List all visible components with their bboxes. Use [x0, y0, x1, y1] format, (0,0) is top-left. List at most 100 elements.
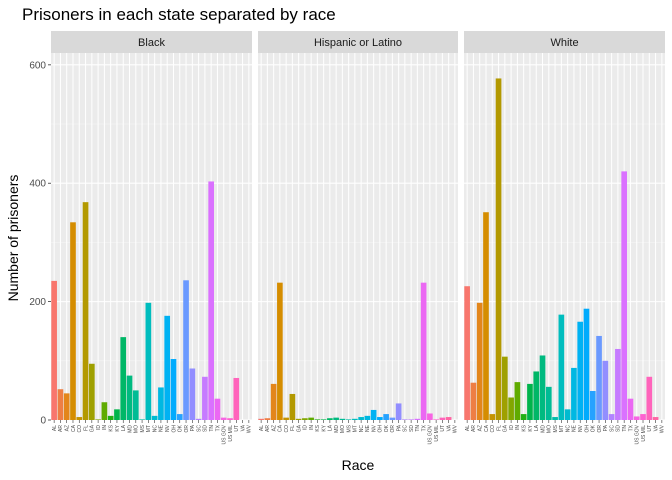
x-tick-label: MD — [334, 425, 340, 433]
bar-black-ms — [139, 419, 145, 420]
x-tick-label: TN — [622, 425, 628, 432]
bar-black-tx — [214, 398, 221, 420]
bar-white-oh — [583, 308, 590, 420]
bar-black-ga — [89, 363, 95, 420]
x-tick-label: NC — [565, 425, 571, 433]
bar-hispanic-or-latino-ut — [439, 417, 446, 420]
x-tick-label: TX — [421, 424, 427, 431]
bar-hispanic-or-latino-tx — [420, 282, 427, 420]
y-tick-label: 200 — [29, 297, 46, 308]
bar-hispanic-or-latino-ks — [314, 419, 321, 420]
bar-hispanic-or-latino-fl — [289, 393, 296, 420]
x-tick-label: FL — [496, 425, 502, 431]
bar-black-mt — [145, 302, 152, 420]
x-tick-label: VA — [240, 424, 246, 431]
bar-white-in — [514, 382, 521, 420]
bar-white-us-gov — [633, 416, 640, 420]
x-tick-label: NE — [572, 424, 578, 432]
x-tick-label: LA — [328, 424, 334, 431]
x-tick-label: FL — [290, 425, 296, 431]
bar-white-sc — [608, 414, 615, 420]
x-tick-label: CA — [484, 424, 490, 432]
bar-black-us-gov — [220, 417, 227, 420]
bar-white-mt — [558, 314, 565, 420]
x-tick-label: SD — [409, 425, 415, 432]
bar-hispanic-or-latino-nc — [358, 417, 364, 420]
x-tick-label: FL — [83, 425, 89, 431]
x-tick-label: AR — [471, 425, 477, 432]
x-tick-label: AL — [465, 425, 471, 431]
x-tick-label: NV — [165, 424, 171, 432]
x-tick-label: US MIL — [641, 425, 647, 442]
x-tick-label: AZ — [478, 425, 484, 431]
y-tick-label: 400 — [29, 179, 46, 190]
facet-strip-label: Black — [138, 37, 165, 49]
x-tick-label: US GOV — [222, 424, 228, 444]
bar-black-al — [51, 280, 57, 420]
bar-white-sd — [615, 348, 621, 420]
x-tick-label: MO — [340, 425, 346, 433]
x-tick-label: OH — [171, 425, 177, 433]
bar-black-ar — [57, 389, 64, 420]
x-tick-label: AZ — [271, 425, 277, 431]
bar-white-ky — [527, 383, 533, 420]
x-tick-label: UT — [647, 425, 653, 432]
x-tick-label: NV — [578, 424, 584, 432]
bar-hispanic-or-latino-ne — [364, 415, 371, 420]
x-tick-label: US MIL — [434, 425, 440, 442]
x-tick-label: AL — [52, 425, 58, 431]
facet-strip-label: White — [550, 37, 578, 49]
x-tick-label: KY — [115, 424, 121, 431]
x-tick-label: TN — [209, 425, 215, 432]
x-tick-label: TX — [215, 424, 221, 431]
bar-black-la — [120, 337, 127, 420]
x-tick-label: NE — [159, 424, 165, 432]
bar-hispanic-or-latino-al — [258, 418, 264, 420]
x-tick-label: MS — [553, 424, 559, 432]
bar-hispanic-or-latino-az — [270, 383, 277, 420]
bar-hispanic-or-latino-ok — [383, 414, 389, 420]
x-tick-label: OH — [378, 425, 384, 433]
x-tick-label: WV — [453, 424, 459, 433]
bar-hispanic-or-latino-ca — [277, 282, 283, 420]
x-tick-label: WV — [247, 424, 253, 433]
bar-hispanic-or-latino-or — [389, 417, 396, 420]
bar-hispanic-or-latino-pa — [395, 403, 402, 420]
bar-white-la — [533, 371, 540, 420]
bar-white-az — [476, 302, 483, 420]
bar-black-us-mil — [227, 418, 233, 420]
bar-white-mo — [545, 386, 552, 420]
bar-black-co — [76, 417, 83, 420]
bar-white-ne — [571, 367, 577, 420]
x-tick-label: OK — [178, 424, 184, 432]
bar-hispanic-or-latino-mt — [352, 418, 358, 420]
x-tick-label: UT — [234, 425, 240, 432]
facet-strip-label: Hispanic or Latino — [314, 37, 402, 49]
bar-black-ky — [114, 409, 120, 420]
bar-black-sc — [195, 418, 202, 420]
x-tick-label: CA — [278, 424, 284, 432]
bar-white-pa — [602, 360, 609, 420]
bar-white-ok — [589, 390, 596, 420]
x-tick-label: VA — [446, 424, 452, 431]
y-axis: 0 200 400 600 — [29, 60, 51, 427]
x-tick-label: VA — [653, 424, 659, 431]
bar-black-ok — [176, 414, 183, 420]
bar-hispanic-or-latino-sc — [402, 419, 408, 420]
bar-hispanic-or-latino-tn — [414, 418, 421, 420]
x-tick-label: CO — [77, 425, 83, 433]
x-tick-label: CA — [71, 424, 77, 432]
bar-black-tn — [208, 181, 214, 420]
bar-hispanic-or-latino-us-mil — [433, 419, 439, 420]
bar-white-ms — [552, 417, 558, 420]
x-tick-label: CO — [284, 425, 290, 433]
bar-hispanic-or-latino-la — [327, 418, 333, 420]
facet-strip — [51, 31, 252, 53]
bar-white-ut — [646, 376, 653, 420]
x-tick-label: US MIL — [228, 425, 234, 442]
x-tick-label: NE — [365, 424, 371, 432]
x-tick-label: SC — [403, 425, 409, 432]
